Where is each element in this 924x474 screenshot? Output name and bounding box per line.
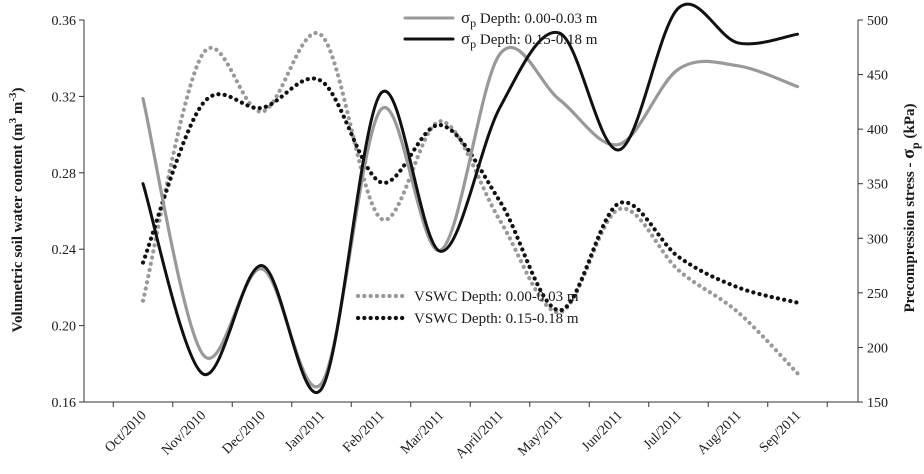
left-tick-label: 0.36 (52, 14, 77, 29)
right-axis-title-part: σ (898, 149, 918, 159)
legend-label: VSWC Depth: 0.15-0.18 m (414, 311, 579, 327)
right-tick-label: 350 (867, 178, 888, 193)
left-tick-label: 0.16 (52, 396, 77, 411)
x-tick-label: May/2011 (515, 408, 566, 459)
legend-sigma: σ (461, 29, 470, 48)
x-tick-label: Feb/2011 (340, 408, 388, 456)
left-axis-title-part: ) (10, 87, 26, 92)
legend-rest: Depth: 0.15-0.18 m (476, 32, 598, 48)
x-tick-label: Nov/2010 (159, 408, 209, 458)
x-tick-label: Sep/2011 (757, 408, 805, 456)
right-tick-label: 500 (867, 14, 888, 29)
legend-entry-1: σp Depth: 0.15-0.18 m (405, 29, 598, 51)
legend-entry-3: VSWC Depth: 0.15-0.18 m (358, 311, 579, 327)
x-tick-label: Aug/2011 (695, 408, 745, 458)
legend-entry-2: VSWC Depth: 0.00-0.03 m (358, 289, 579, 305)
series-line-0 (143, 47, 798, 386)
left-tick-label: 0.28 (52, 167, 77, 182)
right-tick-label: 450 (867, 69, 888, 84)
x-tick-label: April/2011 (453, 408, 507, 462)
legend-label: VSWC Depth: 0.00-0.03 m (414, 289, 579, 305)
x-tick-label: Dec/2010 (220, 408, 269, 457)
right-tick-label: 300 (867, 232, 888, 247)
legend-rest: Depth: 0.00-0.03 m (476, 11, 598, 27)
axes: 0.16 0.20 0.24 0.28 0.32 0.36 150 200 250 300 350 4… (52, 14, 889, 462)
legend-label: σp Depth: 0.15-0.18 m (461, 29, 598, 51)
x-tick-label: Jun/2011 (579, 408, 626, 455)
left-axis-title-part: m (10, 101, 26, 118)
x-tick-label: Jan/2011 (282, 408, 328, 454)
right-axis-title-part: Precompression stress - (902, 159, 918, 313)
right-tick-label: 150 (867, 396, 888, 411)
x-tick-label: Mar/2011 (398, 408, 447, 457)
right-axis-title-part: (kPa) (902, 104, 918, 143)
series-layer (143, 4, 798, 393)
legend-sigma: σ (461, 8, 470, 27)
left-tick-label: 0.32 (52, 90, 77, 105)
left-tick-label: 0.20 (52, 320, 77, 335)
right-tick-label: 200 (867, 341, 888, 356)
legend-label: σp Depth: 0.00-0.03 m (461, 8, 598, 30)
x-tick-label: Jul/2011 (641, 408, 685, 452)
right-axis-title: Precompression stress - σp (kPa) (898, 104, 922, 313)
right-tick-label: 250 (867, 287, 888, 302)
left-axis-title: Volumetric soil water content (m3 m-3) (7, 87, 26, 332)
x-tick-label: Oct/2010 (102, 408, 149, 455)
legend-entry-0: σp Depth: 0.00-0.03 m (405, 8, 598, 30)
left-tick-label: 0.24 (52, 243, 77, 258)
right-tick-label: 400 (867, 123, 888, 138)
left-axis-title-part: Volumetric soil water content (m (10, 123, 26, 333)
